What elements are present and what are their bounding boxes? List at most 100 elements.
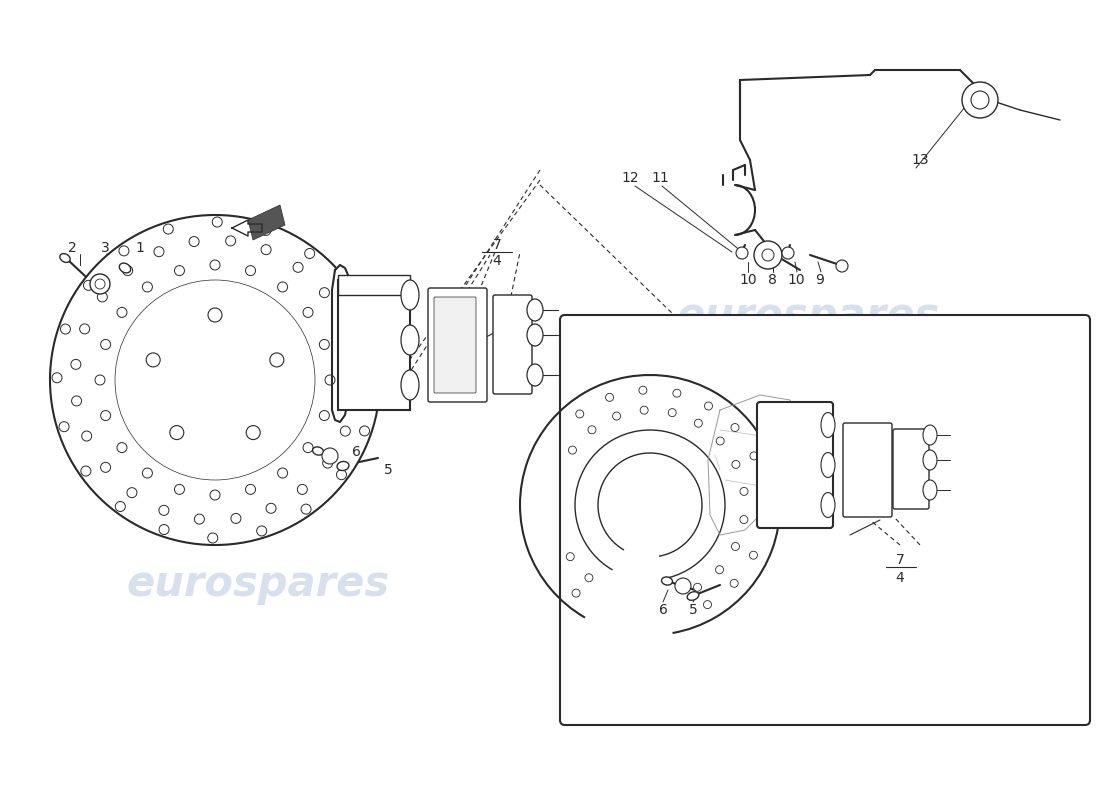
- Circle shape: [639, 386, 647, 394]
- Circle shape: [175, 266, 185, 276]
- Ellipse shape: [337, 462, 349, 470]
- Ellipse shape: [402, 280, 419, 310]
- Circle shape: [349, 354, 359, 364]
- Text: eurospares: eurospares: [126, 563, 390, 605]
- Circle shape: [119, 246, 129, 256]
- Circle shape: [749, 551, 758, 559]
- Circle shape: [160, 525, 169, 534]
- Text: 1: 1: [135, 241, 144, 255]
- Circle shape: [160, 325, 270, 435]
- Circle shape: [704, 402, 713, 410]
- Circle shape: [126, 488, 136, 498]
- Text: 8: 8: [768, 273, 777, 287]
- Circle shape: [569, 446, 576, 454]
- Circle shape: [732, 542, 739, 550]
- Ellipse shape: [527, 299, 543, 321]
- Circle shape: [100, 462, 111, 472]
- Circle shape: [50, 215, 380, 545]
- Circle shape: [138, 302, 293, 458]
- Circle shape: [208, 308, 222, 322]
- Circle shape: [189, 237, 199, 246]
- Circle shape: [302, 307, 313, 318]
- Circle shape: [675, 578, 691, 594]
- FancyBboxPatch shape: [434, 297, 476, 393]
- Circle shape: [270, 353, 284, 367]
- Circle shape: [208, 533, 218, 543]
- Text: 6: 6: [659, 603, 668, 617]
- Circle shape: [730, 579, 738, 587]
- Circle shape: [962, 82, 998, 118]
- Circle shape: [142, 468, 153, 478]
- Text: 7: 7: [895, 553, 904, 567]
- Bar: [338, 275, 410, 295]
- Ellipse shape: [821, 493, 835, 518]
- Circle shape: [72, 396, 81, 406]
- Circle shape: [277, 468, 287, 478]
- Circle shape: [572, 589, 580, 597]
- Circle shape: [117, 307, 126, 318]
- Circle shape: [142, 282, 153, 292]
- Circle shape: [782, 247, 794, 259]
- Circle shape: [322, 458, 332, 468]
- Circle shape: [81, 431, 91, 441]
- Circle shape: [52, 373, 62, 382]
- Ellipse shape: [59, 254, 70, 262]
- Text: 4: 4: [493, 254, 502, 268]
- Ellipse shape: [119, 263, 131, 273]
- Text: 13: 13: [911, 153, 928, 167]
- Circle shape: [360, 426, 370, 436]
- Circle shape: [693, 583, 702, 591]
- Text: 6: 6: [352, 445, 361, 459]
- Ellipse shape: [661, 577, 672, 585]
- Circle shape: [297, 485, 307, 494]
- Circle shape: [750, 452, 758, 460]
- Ellipse shape: [821, 413, 835, 438]
- Circle shape: [754, 241, 782, 269]
- Text: 12: 12: [621, 171, 639, 185]
- Circle shape: [59, 422, 69, 432]
- Circle shape: [169, 426, 184, 439]
- Circle shape: [613, 412, 620, 420]
- Circle shape: [760, 485, 768, 493]
- Circle shape: [694, 419, 702, 427]
- Ellipse shape: [688, 592, 698, 600]
- Circle shape: [210, 260, 220, 270]
- Circle shape: [319, 410, 329, 421]
- Circle shape: [668, 409, 676, 417]
- Circle shape: [266, 503, 276, 514]
- Circle shape: [158, 506, 169, 515]
- Circle shape: [339, 319, 349, 329]
- Circle shape: [322, 448, 338, 464]
- Circle shape: [175, 484, 185, 494]
- Circle shape: [212, 217, 222, 227]
- Circle shape: [195, 514, 205, 524]
- Ellipse shape: [923, 450, 937, 470]
- Circle shape: [100, 410, 111, 421]
- Circle shape: [760, 518, 768, 526]
- Polygon shape: [248, 205, 285, 240]
- Circle shape: [246, 426, 261, 439]
- FancyBboxPatch shape: [757, 402, 833, 528]
- Circle shape: [566, 553, 574, 561]
- Circle shape: [716, 437, 724, 445]
- Circle shape: [740, 515, 748, 523]
- Circle shape: [762, 249, 774, 261]
- Circle shape: [116, 280, 315, 480]
- Text: eurospares: eurospares: [676, 563, 940, 605]
- Text: 5: 5: [689, 603, 697, 617]
- Text: eurospares: eurospares: [126, 295, 390, 337]
- Text: 11: 11: [651, 171, 669, 185]
- Circle shape: [361, 328, 371, 338]
- Ellipse shape: [821, 453, 835, 478]
- Text: 7: 7: [493, 238, 502, 252]
- Text: 2: 2: [67, 241, 76, 255]
- Text: 9: 9: [815, 273, 824, 287]
- Ellipse shape: [923, 425, 937, 445]
- Circle shape: [177, 342, 253, 418]
- Circle shape: [704, 601, 712, 609]
- Circle shape: [732, 423, 739, 431]
- Ellipse shape: [402, 370, 419, 400]
- Circle shape: [302, 442, 313, 453]
- Polygon shape: [232, 220, 262, 236]
- Circle shape: [146, 353, 161, 367]
